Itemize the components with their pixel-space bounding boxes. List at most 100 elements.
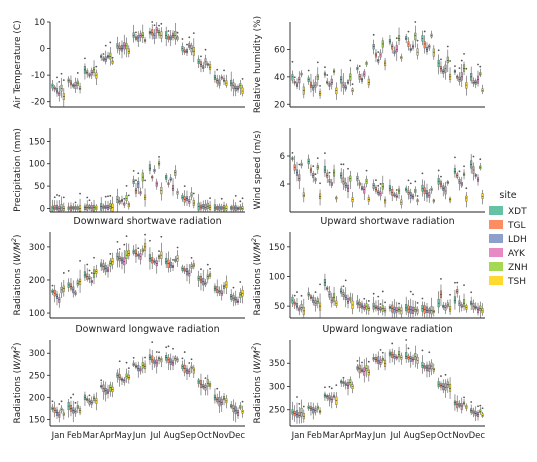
box-TSH-Dec xyxy=(481,88,484,92)
box-TGL-Nov xyxy=(456,401,459,409)
outlier-point xyxy=(344,279,347,282)
box-XDT-Nov xyxy=(453,296,456,304)
y-tick-label: 20 xyxy=(274,100,285,110)
outlier-point xyxy=(296,396,298,398)
outlier-point xyxy=(51,400,54,403)
outlier-point xyxy=(479,158,482,161)
legend-swatch-ayk xyxy=(489,248,503,257)
x-tick-label: Nov xyxy=(452,431,469,441)
box-AYK-Jan xyxy=(298,307,301,312)
x-tick-label: Mar xyxy=(323,431,340,441)
outlier-point xyxy=(160,235,163,238)
box-ZNH-Jan xyxy=(300,304,303,310)
outlier-point xyxy=(86,196,89,199)
box-AYK-May xyxy=(363,305,366,310)
outlier-point xyxy=(449,293,451,296)
outlier-point xyxy=(440,375,442,377)
outlier-point xyxy=(192,192,195,195)
box-AYK-Mar xyxy=(330,78,333,85)
outlier-point xyxy=(330,387,333,390)
x-tick-label: Apr xyxy=(340,431,355,441)
x-tick-label: Sep xyxy=(180,431,196,441)
y-axis-label: Air Temperature (C) xyxy=(13,20,23,108)
y-axis-label: Radiations (W/M2) xyxy=(250,235,263,316)
x-tick-label: May xyxy=(354,431,372,441)
box-XDT-Oct xyxy=(437,59,440,68)
box-AYK-Jan xyxy=(298,76,301,84)
box-LDH-Jun xyxy=(137,365,140,372)
outlier-point xyxy=(149,239,151,242)
outlier-point xyxy=(56,194,58,196)
box-LDH-Jun xyxy=(137,181,140,189)
x-tick-label: Sep xyxy=(420,431,436,441)
outlier-point xyxy=(155,351,158,353)
outlier-point xyxy=(200,268,202,271)
y-tick-label: 50 xyxy=(34,182,45,192)
box-ZNH-Dec xyxy=(479,409,482,413)
outlier-point xyxy=(58,403,61,405)
box-TGL-Jul xyxy=(151,355,154,363)
box-AYK-Apr xyxy=(346,298,350,304)
box-XDT-Aug xyxy=(405,304,408,312)
outlier-point xyxy=(158,351,160,354)
box-AYK-May xyxy=(123,257,126,266)
outlier-point xyxy=(62,196,65,199)
box-LDH-Apr xyxy=(344,85,347,90)
box-AYK-Jan xyxy=(298,174,301,182)
box-TSH-May xyxy=(127,250,130,257)
x-tick-label: Mar xyxy=(83,431,100,441)
box-AYK-Apr xyxy=(106,267,110,273)
outlier-point xyxy=(88,394,91,397)
outlier-point xyxy=(125,184,128,187)
outlier-point xyxy=(477,405,479,408)
outlier-point xyxy=(361,361,363,364)
legend-title: site xyxy=(499,190,516,201)
outlier-point xyxy=(135,31,137,34)
y-tick-label: 200 xyxy=(29,393,45,403)
box-LDH-Aug xyxy=(409,356,412,362)
outlier-point xyxy=(291,60,294,63)
x-tick-label: Jan xyxy=(291,431,305,441)
outlier-point xyxy=(79,192,81,195)
box-TSH-Apr xyxy=(351,197,354,203)
box-TSH-Apr xyxy=(351,384,354,390)
outlier-point xyxy=(342,376,345,379)
outlier-point xyxy=(60,72,63,75)
outlier-point xyxy=(395,37,398,40)
legend-label-znh: ZNH xyxy=(508,263,528,273)
outlier-point xyxy=(74,401,77,404)
outlier-point xyxy=(58,194,61,197)
outlier-point xyxy=(127,194,130,197)
box-LDH-Mar xyxy=(328,179,331,183)
outlier-point xyxy=(62,79,65,82)
box-TGL-Jun xyxy=(374,186,377,192)
outlier-point xyxy=(239,281,242,283)
box-TSH-Jan xyxy=(62,285,65,292)
outlier-point xyxy=(328,385,331,388)
outlier-point xyxy=(479,65,482,68)
box-LDH-Jan xyxy=(55,88,59,94)
box-TSH-Sep xyxy=(192,367,195,374)
box-LDH-Jun xyxy=(377,305,380,311)
outlier-point xyxy=(135,179,137,182)
outlier-point xyxy=(125,361,128,364)
outlier-point xyxy=(421,297,424,300)
x-tick-label: Jun xyxy=(372,431,386,441)
x-tick-label: Jun xyxy=(132,431,146,441)
box-ZNH-Dec xyxy=(239,292,242,299)
x-tick-label: Aug xyxy=(404,431,421,441)
box-AYK-Jan xyxy=(298,412,301,418)
outlier-point xyxy=(176,246,179,249)
outlier-point xyxy=(316,157,319,160)
box-ZNH-Nov xyxy=(463,64,466,72)
outlier-point xyxy=(440,278,442,280)
outlier-point xyxy=(326,74,329,76)
outlier-point xyxy=(367,360,370,363)
box-AYK-May xyxy=(363,186,366,194)
outlier-point xyxy=(470,291,473,294)
outlier-point xyxy=(437,49,440,52)
box-XDT-Jan xyxy=(291,74,294,81)
outlier-point xyxy=(137,247,140,250)
x-tick-label: Oct xyxy=(437,431,452,441)
